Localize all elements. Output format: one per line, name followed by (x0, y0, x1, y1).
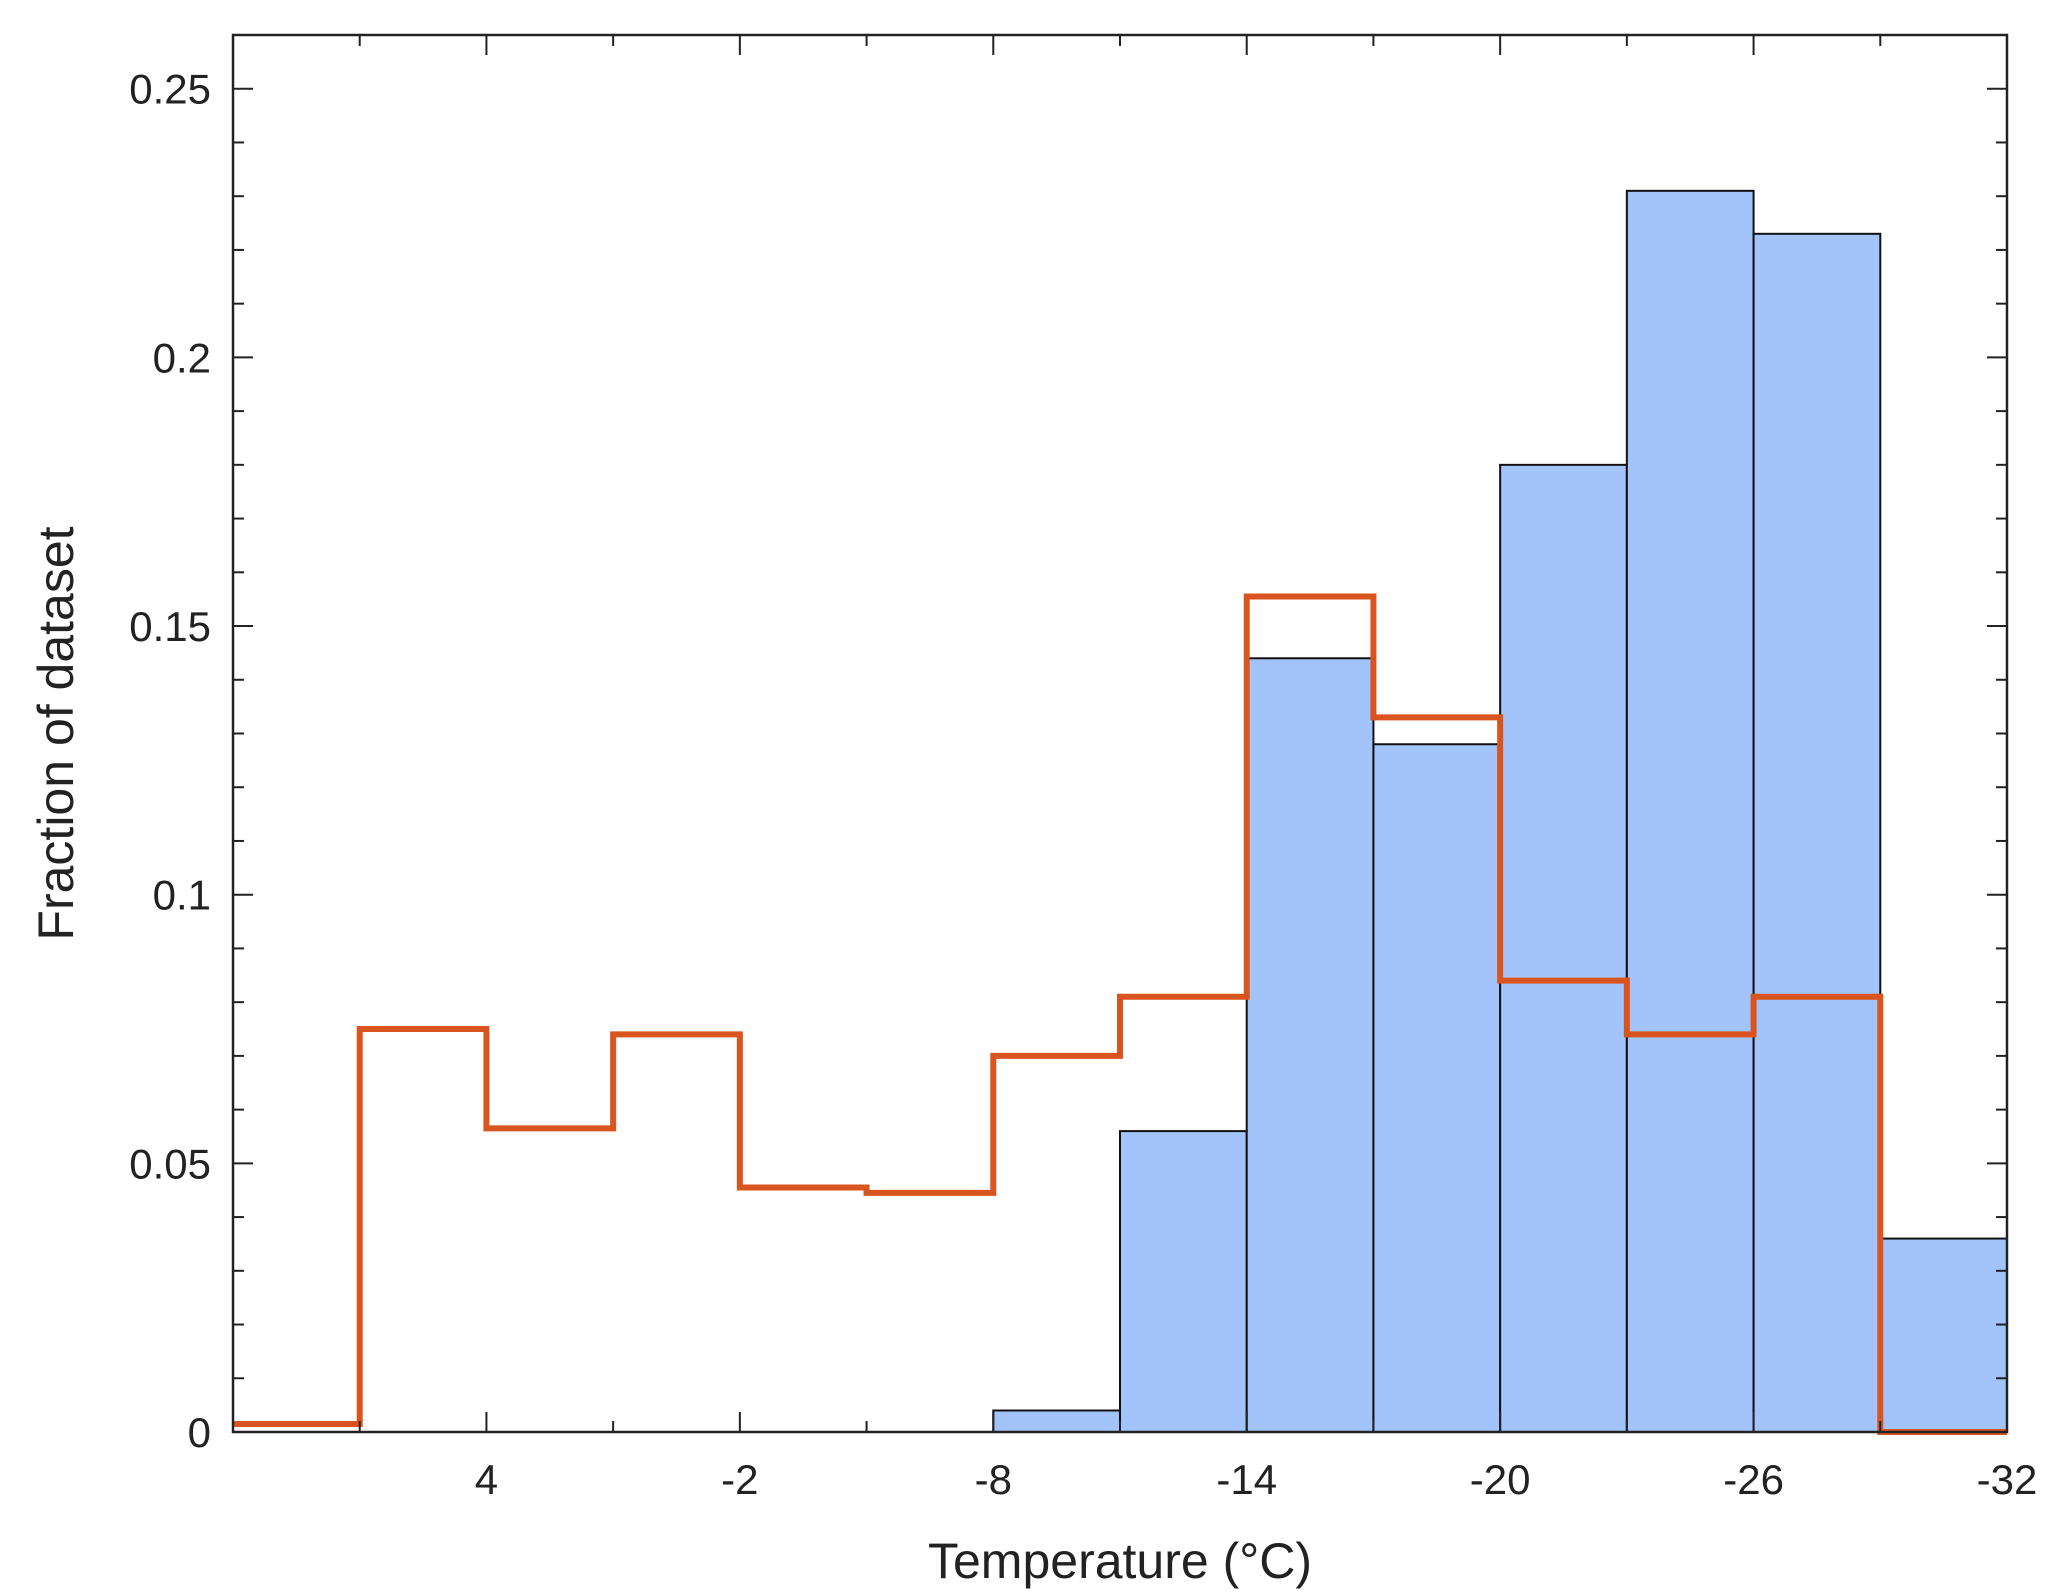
x-tick-label: -14 (1216, 1456, 1277, 1503)
histogram-bar (1752, 232, 1882, 1434)
histogram-bar (1625, 189, 1755, 1434)
x-tick-label: -20 (1470, 1456, 1531, 1503)
histogram-bar (1879, 1237, 2009, 1433)
y-tick-label: 0 (188, 1409, 211, 1456)
y-axis-label: Fraction of dataset (28, 526, 84, 940)
bars-layer (992, 189, 2009, 1434)
histogram-bar (1119, 1130, 1248, 1433)
histogram-bar (1499, 463, 1628, 1434)
y-tick-label: 0.1 (153, 872, 211, 919)
step-line-layer (233, 593, 2007, 1435)
tick-labels-layer: 4 -2 -8 -14 -20 -26 -32 0 0.05 0.1 0.15 0.2 0.25 (129, 66, 2037, 1503)
y-tick-label: 0.15 (129, 603, 211, 650)
histogram-bar (1245, 657, 1375, 1433)
x-tick-label: -32 (1977, 1456, 2038, 1503)
histogram-bar (992, 1409, 1121, 1433)
x-tick-label: 4 (475, 1456, 498, 1503)
y-tick-label: 0.2 (153, 334, 211, 381)
step-outline-series (233, 593, 2007, 1435)
y-tick-label: 0.05 (129, 1140, 211, 1187)
plot-frame (231, 33, 2009, 1434)
x-tick-label: -2 (721, 1456, 758, 1503)
x-tick-label: -8 (975, 1456, 1012, 1503)
ticks-layer (232, 34, 2008, 1433)
x-tick-label: -26 (1723, 1456, 1784, 1503)
histogram-bar (1372, 743, 1502, 1433)
y-tick-label: 0.25 (129, 66, 211, 113)
x-axis-label: Temperature (°C) (928, 1533, 1312, 1589)
